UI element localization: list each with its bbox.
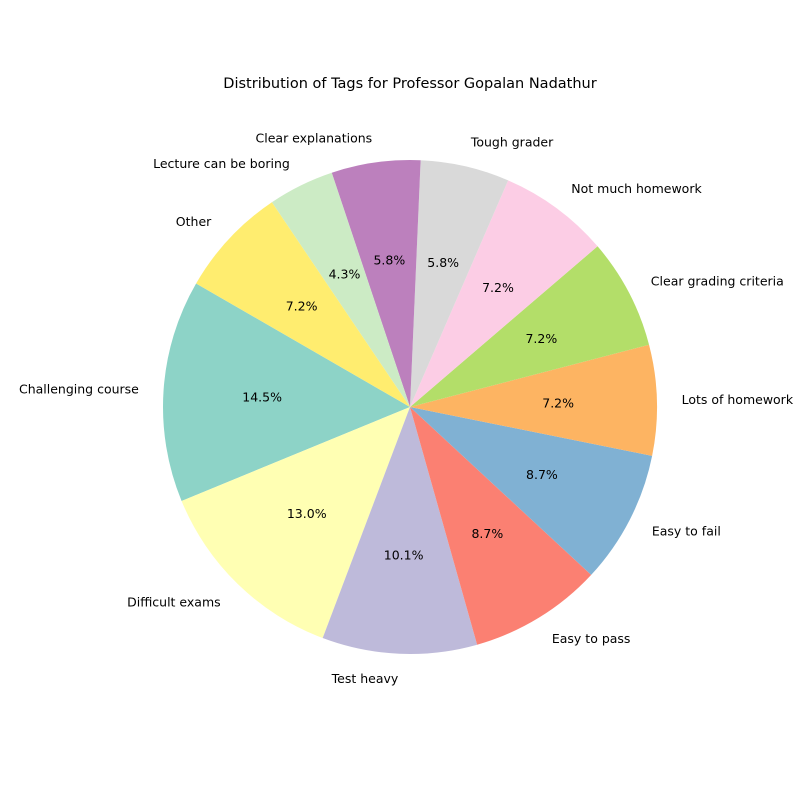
pie-slice-tough-grader — [410, 160, 509, 407]
slice-percent-lots-of-homework: 7.2% — [542, 395, 574, 410]
slice-label-test-heavy: Test heavy — [331, 671, 399, 686]
slice-label-clear-explanations: Clear explanations — [256, 130, 373, 145]
pie-slice-lots-of-homework — [410, 344, 657, 456]
slice-percent-clear-grading-criteria: 7.2% — [525, 331, 557, 346]
slice-label-difficult-exams: Difficult exams — [127, 594, 221, 609]
slice-label-other: Other — [176, 214, 212, 229]
slice-percent-other: 7.2% — [286, 298, 318, 313]
slice-percent-not-much-homework: 7.2% — [482, 280, 514, 295]
slice-label-tough-grader: Tough grader — [470, 135, 554, 150]
pie-slice-difficult-exams — [181, 407, 410, 639]
pie-slice-easy-to-fail — [410, 407, 653, 575]
slice-percent-labels: 14.5% 13.0% 10.1% 8.7% 8.7% 7.2% 7.2% 7.2% 5.8% 5… — [242, 253, 574, 563]
slice-percent-difficult-exams: 13.0% — [287, 506, 327, 521]
slice-percent-test-heavy: 10.1% — [384, 548, 424, 563]
slice-percent-challenging-course: 14.5% — [242, 390, 282, 405]
slice-labels: Challenging course Difficult exams Test he… — [19, 130, 794, 686]
slice-label-challenging-course: Challenging course — [19, 381, 139, 396]
slice-label-lecture-can-be-boring: Lecture can be boring — [153, 156, 290, 171]
pie-slice-other — [196, 202, 410, 407]
slice-percent-tough-grader: 5.8% — [427, 255, 459, 270]
pie-slice-lecture-can-be-boring — [271, 172, 410, 407]
pie-slice-clear-explanations — [331, 160, 421, 407]
pie-slice-easy-to-pass — [410, 407, 592, 645]
slice-percent-easy-to-pass: 8.7% — [471, 526, 503, 541]
slice-label-easy-to-pass: Easy to pass — [552, 631, 631, 646]
slice-label-easy-to-fail: Easy to fail — [652, 523, 721, 538]
slice-percent-lecture-can-be-boring: 4.3% — [329, 267, 361, 282]
pie-slices — [163, 160, 657, 655]
slice-label-not-much-homework: Not much homework — [571, 181, 702, 196]
slice-percent-clear-explanations: 5.8% — [373, 253, 405, 268]
pie-slice-challenging-course — [163, 283, 410, 501]
pie-slice-not-much-homework — [410, 180, 598, 407]
slice-label-lots-of-homework: Lots of homework — [682, 392, 794, 407]
pie-slice-test-heavy — [322, 407, 478, 655]
pie-slice-clear-grading-criteria — [410, 246, 650, 407]
chart-title: Distribution of Tags for Professor Gopal… — [223, 76, 596, 92]
slice-percent-easy-to-fail: 8.7% — [526, 467, 558, 482]
slice-label-clear-grading-criteria: Clear grading criteria — [651, 274, 784, 289]
